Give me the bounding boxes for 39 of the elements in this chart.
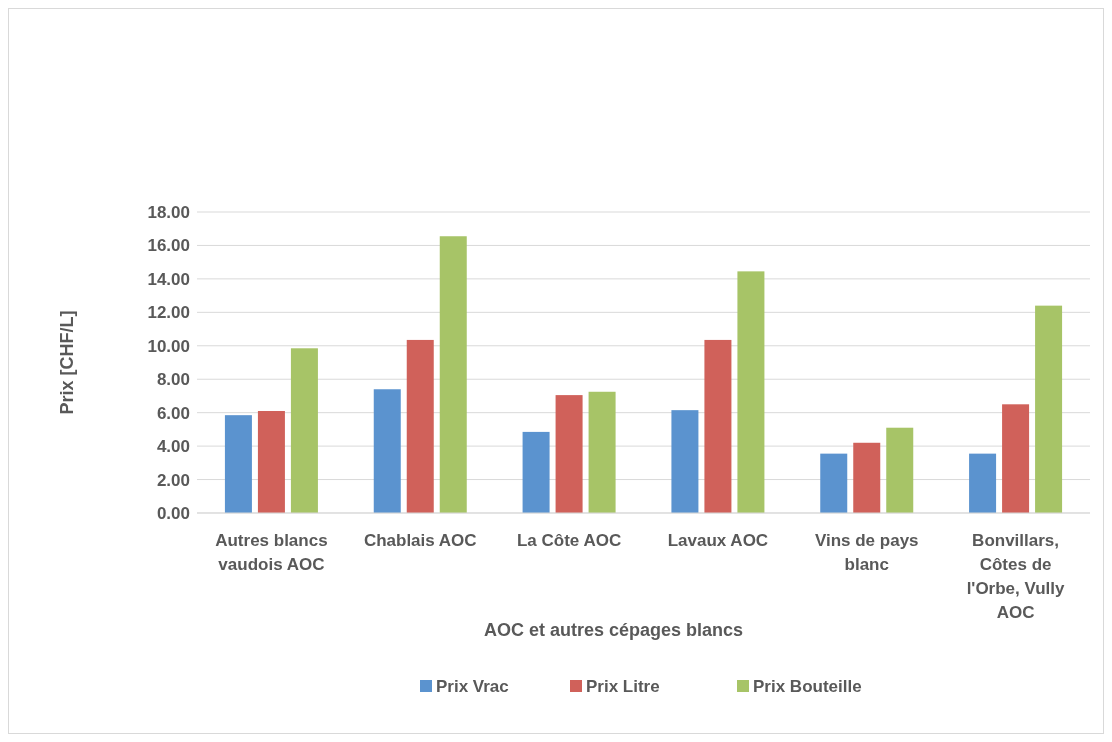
legend-label: Prix Vrac [436,676,509,696]
bar [1002,404,1030,513]
y-tick-label: 4.00 [156,437,190,457]
x-tick-label: Autres blancs vaudois AOC [215,531,328,574]
bar [522,431,550,513]
y-tick-label: 10.00 [147,336,190,356]
bar [224,415,252,513]
y-axis-title: Prix [CHF/L] [57,310,77,415]
bar [373,389,401,513]
bar [290,348,318,513]
bar [588,391,616,513]
y-tick-label: 14.00 [147,269,190,289]
y-tick-label: 18.00 [147,202,190,222]
y-tick-label: 2.00 [156,470,190,490]
y-tick-label: 6.00 [156,403,190,423]
bar [406,339,434,513]
legend-label: Prix Litre [586,676,660,696]
bar [555,395,583,513]
x-tick-label: La Côte AOC [516,531,622,550]
x-axis-title: AOC et autres cépages blancs [483,620,744,640]
bar [439,236,467,513]
bar [671,410,699,513]
y-tick-label: 16.00 [147,236,190,256]
x-tick-label: Vins de pays blanc [814,531,919,574]
y-tick-label: 0.00 [156,503,190,523]
x-tick-label: Bonvillars, Côtes de l'Orbe, Vully AOC [966,531,1066,622]
x-tick-label: Lavaux AOC [667,531,769,550]
x-tick-label: Chablais AOC [363,531,477,550]
y-tick-label: 12.00 [147,303,190,323]
bar [886,427,914,513]
bar [820,453,848,513]
bar [1035,305,1063,513]
bar [704,339,732,513]
y-tick-label: 8.00 [156,370,190,390]
bar [257,410,285,513]
bar [737,271,765,513]
bar [853,442,881,513]
legend-label: Prix Bouteille [753,676,862,696]
bar [969,453,997,513]
